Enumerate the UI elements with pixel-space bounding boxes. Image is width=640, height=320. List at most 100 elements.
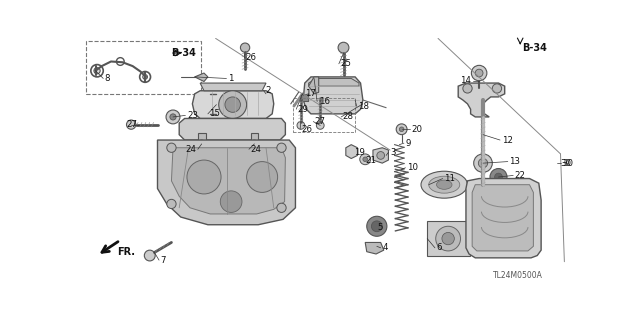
Polygon shape xyxy=(373,148,388,163)
Circle shape xyxy=(360,154,371,165)
Bar xyxy=(210,92,216,114)
Text: 22: 22 xyxy=(515,171,526,180)
Text: 10: 10 xyxy=(407,163,418,172)
Text: 30: 30 xyxy=(562,159,573,168)
Circle shape xyxy=(297,122,305,129)
Circle shape xyxy=(442,232,454,245)
Text: 5: 5 xyxy=(378,223,383,232)
Polygon shape xyxy=(195,73,208,82)
Circle shape xyxy=(371,221,382,232)
Text: 13: 13 xyxy=(509,157,520,166)
Circle shape xyxy=(338,42,349,53)
Text: 23: 23 xyxy=(187,111,198,120)
Circle shape xyxy=(436,226,461,251)
Ellipse shape xyxy=(429,176,460,193)
Text: 12: 12 xyxy=(502,136,513,145)
Circle shape xyxy=(495,173,502,181)
Text: 16: 16 xyxy=(319,97,330,106)
Text: 19: 19 xyxy=(353,148,364,157)
Polygon shape xyxy=(303,77,363,114)
Circle shape xyxy=(399,127,404,132)
Circle shape xyxy=(396,124,407,135)
Text: 17: 17 xyxy=(305,89,316,98)
Polygon shape xyxy=(301,94,308,101)
Text: 28: 28 xyxy=(343,112,354,121)
Circle shape xyxy=(363,157,367,162)
Circle shape xyxy=(377,152,385,159)
Circle shape xyxy=(219,91,246,118)
Text: 24: 24 xyxy=(250,145,262,154)
Polygon shape xyxy=(179,118,285,140)
Text: 25: 25 xyxy=(340,59,351,68)
Bar xyxy=(250,133,259,144)
Circle shape xyxy=(170,114,176,120)
Circle shape xyxy=(478,158,488,168)
Circle shape xyxy=(167,143,176,152)
Ellipse shape xyxy=(421,171,467,198)
Circle shape xyxy=(476,69,483,77)
Circle shape xyxy=(316,122,324,129)
Bar xyxy=(428,221,470,256)
Circle shape xyxy=(167,199,176,209)
Bar xyxy=(198,133,205,144)
Text: 29: 29 xyxy=(298,105,308,114)
Circle shape xyxy=(241,43,250,52)
Text: TL24M0500A: TL24M0500A xyxy=(493,271,543,280)
Text: 9: 9 xyxy=(406,139,411,148)
Polygon shape xyxy=(157,140,296,225)
Text: 24: 24 xyxy=(185,145,196,154)
Circle shape xyxy=(198,140,205,148)
Circle shape xyxy=(127,120,136,129)
Text: 11: 11 xyxy=(444,174,455,183)
Circle shape xyxy=(166,110,180,124)
Text: 21: 21 xyxy=(365,156,376,164)
Polygon shape xyxy=(466,179,541,258)
Text: 18: 18 xyxy=(358,102,369,111)
Circle shape xyxy=(250,140,259,148)
Polygon shape xyxy=(172,148,285,214)
Text: 15: 15 xyxy=(209,109,220,118)
Text: 30: 30 xyxy=(561,159,572,168)
Polygon shape xyxy=(365,243,384,254)
Circle shape xyxy=(490,169,507,186)
Polygon shape xyxy=(458,83,505,117)
Text: B-34: B-34 xyxy=(522,43,547,52)
Text: 1: 1 xyxy=(228,74,234,83)
Text: 6: 6 xyxy=(436,243,442,252)
Circle shape xyxy=(492,84,502,93)
Polygon shape xyxy=(200,83,266,91)
Circle shape xyxy=(246,162,278,192)
Polygon shape xyxy=(346,145,358,158)
Ellipse shape xyxy=(436,180,452,189)
Text: B-34: B-34 xyxy=(172,48,196,58)
Text: 14: 14 xyxy=(460,76,472,85)
Circle shape xyxy=(277,203,286,212)
Circle shape xyxy=(474,154,492,172)
Circle shape xyxy=(143,75,147,79)
Polygon shape xyxy=(308,77,319,94)
Text: 8: 8 xyxy=(105,74,110,83)
Text: 27: 27 xyxy=(126,120,138,129)
Circle shape xyxy=(367,216,387,236)
Circle shape xyxy=(94,68,100,74)
Bar xyxy=(86,42,201,94)
Text: 2: 2 xyxy=(265,86,271,95)
Polygon shape xyxy=(308,78,359,86)
Circle shape xyxy=(472,65,487,81)
Polygon shape xyxy=(193,91,274,118)
Circle shape xyxy=(220,191,242,212)
Text: 7: 7 xyxy=(161,256,166,265)
Circle shape xyxy=(277,143,286,152)
Text: 26: 26 xyxy=(301,125,313,134)
Text: FR.: FR. xyxy=(117,247,135,258)
Bar xyxy=(293,98,355,132)
Circle shape xyxy=(187,160,221,194)
Polygon shape xyxy=(472,185,533,251)
Text: 27: 27 xyxy=(315,117,326,126)
Text: 4: 4 xyxy=(382,243,388,252)
Text: 20: 20 xyxy=(412,125,422,134)
Circle shape xyxy=(145,250,155,261)
Circle shape xyxy=(225,97,241,112)
Text: 3: 3 xyxy=(390,148,396,157)
Text: 26: 26 xyxy=(246,53,257,62)
